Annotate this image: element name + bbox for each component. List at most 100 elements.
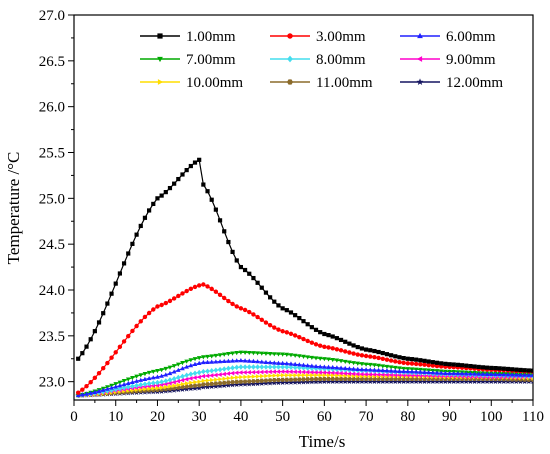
data-point xyxy=(326,345,331,350)
data-point xyxy=(205,368,210,374)
data-point xyxy=(184,381,190,386)
data-point xyxy=(213,367,219,373)
data-point xyxy=(359,371,364,377)
data-point xyxy=(330,364,336,370)
data-point xyxy=(176,374,181,381)
data-point xyxy=(105,386,110,391)
data-point xyxy=(109,385,114,390)
data-point xyxy=(355,366,361,371)
data-point xyxy=(276,377,281,383)
data-point xyxy=(401,356,406,361)
y-tick-label: 27.0 xyxy=(39,8,65,24)
data-point xyxy=(251,312,256,317)
data-point xyxy=(268,373,273,379)
data-point xyxy=(279,379,286,385)
data-point xyxy=(251,358,256,363)
data-point xyxy=(213,289,219,294)
data-point xyxy=(317,356,323,361)
data-point xyxy=(113,384,119,389)
data-point xyxy=(284,364,290,370)
data-point xyxy=(505,372,511,377)
data-point xyxy=(347,350,352,355)
data-point xyxy=(393,359,398,364)
data-point xyxy=(451,370,457,376)
data-point xyxy=(330,334,335,339)
data-point xyxy=(217,372,222,377)
data-point xyxy=(318,372,323,378)
data-point xyxy=(238,364,244,370)
data-point xyxy=(92,375,98,381)
data-point xyxy=(130,376,135,381)
x-axis-title: Time/s xyxy=(299,432,346,451)
data-point xyxy=(418,362,423,367)
data-point xyxy=(514,367,519,372)
data-point xyxy=(105,301,110,306)
legend-label: 8.00mm xyxy=(316,52,366,68)
data-point xyxy=(305,372,311,378)
legend-item: 7.00mm xyxy=(140,52,236,68)
data-point xyxy=(180,373,185,380)
data-point xyxy=(221,358,227,364)
legend-item: 6.00mm xyxy=(400,29,496,45)
plot-area xyxy=(73,14,534,401)
data-point xyxy=(201,368,206,375)
data-point xyxy=(384,378,390,385)
data-point xyxy=(230,375,236,381)
data-point xyxy=(230,358,235,363)
data-point xyxy=(96,320,102,325)
data-point xyxy=(392,368,398,373)
data-point xyxy=(276,360,281,365)
data-point xyxy=(497,371,502,377)
data-point xyxy=(347,360,352,365)
data-point xyxy=(84,344,89,349)
data-point xyxy=(196,369,202,376)
data-point xyxy=(297,334,302,340)
data-point xyxy=(343,339,348,344)
data-point xyxy=(225,380,231,385)
data-point xyxy=(121,379,127,384)
data-point xyxy=(142,314,148,320)
data-point xyxy=(75,392,81,398)
data-point xyxy=(221,366,227,372)
data-point xyxy=(226,375,231,381)
data-point xyxy=(284,369,289,374)
data-point xyxy=(109,355,114,360)
data-point xyxy=(230,351,235,356)
data-point xyxy=(146,370,152,376)
data-point xyxy=(351,351,356,356)
data-point xyxy=(159,302,164,308)
legend-label: 1.00mm xyxy=(186,29,236,45)
data-point xyxy=(171,379,176,385)
data-point xyxy=(230,249,235,255)
data-point xyxy=(255,374,261,379)
data-point xyxy=(255,314,260,320)
data-point xyxy=(213,353,219,359)
data-point xyxy=(463,371,469,376)
data-point xyxy=(326,357,331,362)
data-point xyxy=(414,357,419,362)
data-point xyxy=(263,320,269,325)
legend-label: 9.00mm xyxy=(446,52,496,68)
legend-label: 6.00mm xyxy=(446,29,496,45)
x-tick-label: 50 xyxy=(275,409,290,425)
data-point xyxy=(388,368,394,373)
data-point xyxy=(272,325,277,330)
data-point xyxy=(201,355,206,360)
data-point xyxy=(372,367,377,372)
data-point xyxy=(446,378,453,385)
data-point xyxy=(275,369,281,374)
data-point xyxy=(246,379,252,384)
data-point xyxy=(338,365,344,370)
legend-item: 1.00mm xyxy=(140,29,236,45)
data-point xyxy=(342,376,348,382)
data-point xyxy=(301,354,306,359)
data-point xyxy=(150,380,156,386)
data-point xyxy=(334,365,340,370)
data-point xyxy=(384,364,390,370)
data-point xyxy=(259,369,264,375)
data-point xyxy=(418,369,423,374)
data-point xyxy=(472,371,477,376)
data-point xyxy=(359,362,365,367)
data-point xyxy=(184,376,189,382)
data-point xyxy=(505,378,511,385)
